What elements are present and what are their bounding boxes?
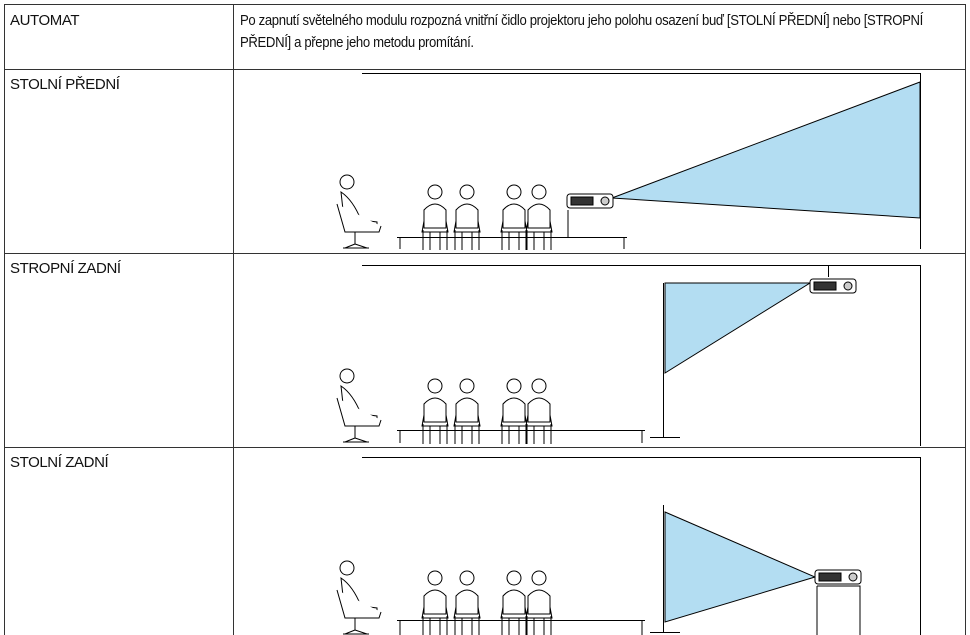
table-grid <box>4 4 966 635</box>
mode-label: AUTOMAT <box>10 12 80 29</box>
illustration-desktop-rear <box>336 457 921 635</box>
illustration-ceiling-rear <box>336 265 921 446</box>
mode-label: STROPNÍ ZADNÍ <box>10 260 121 277</box>
mode-label: STOLNÍ PŘEDNÍ <box>10 76 120 93</box>
mode-label: STOLNÍ ZADNÍ <box>10 454 109 471</box>
illustration-desktop-front <box>336 73 921 251</box>
mode-description: Po zapnutí světelného modulu rozpozná vn… <box>240 12 923 51</box>
